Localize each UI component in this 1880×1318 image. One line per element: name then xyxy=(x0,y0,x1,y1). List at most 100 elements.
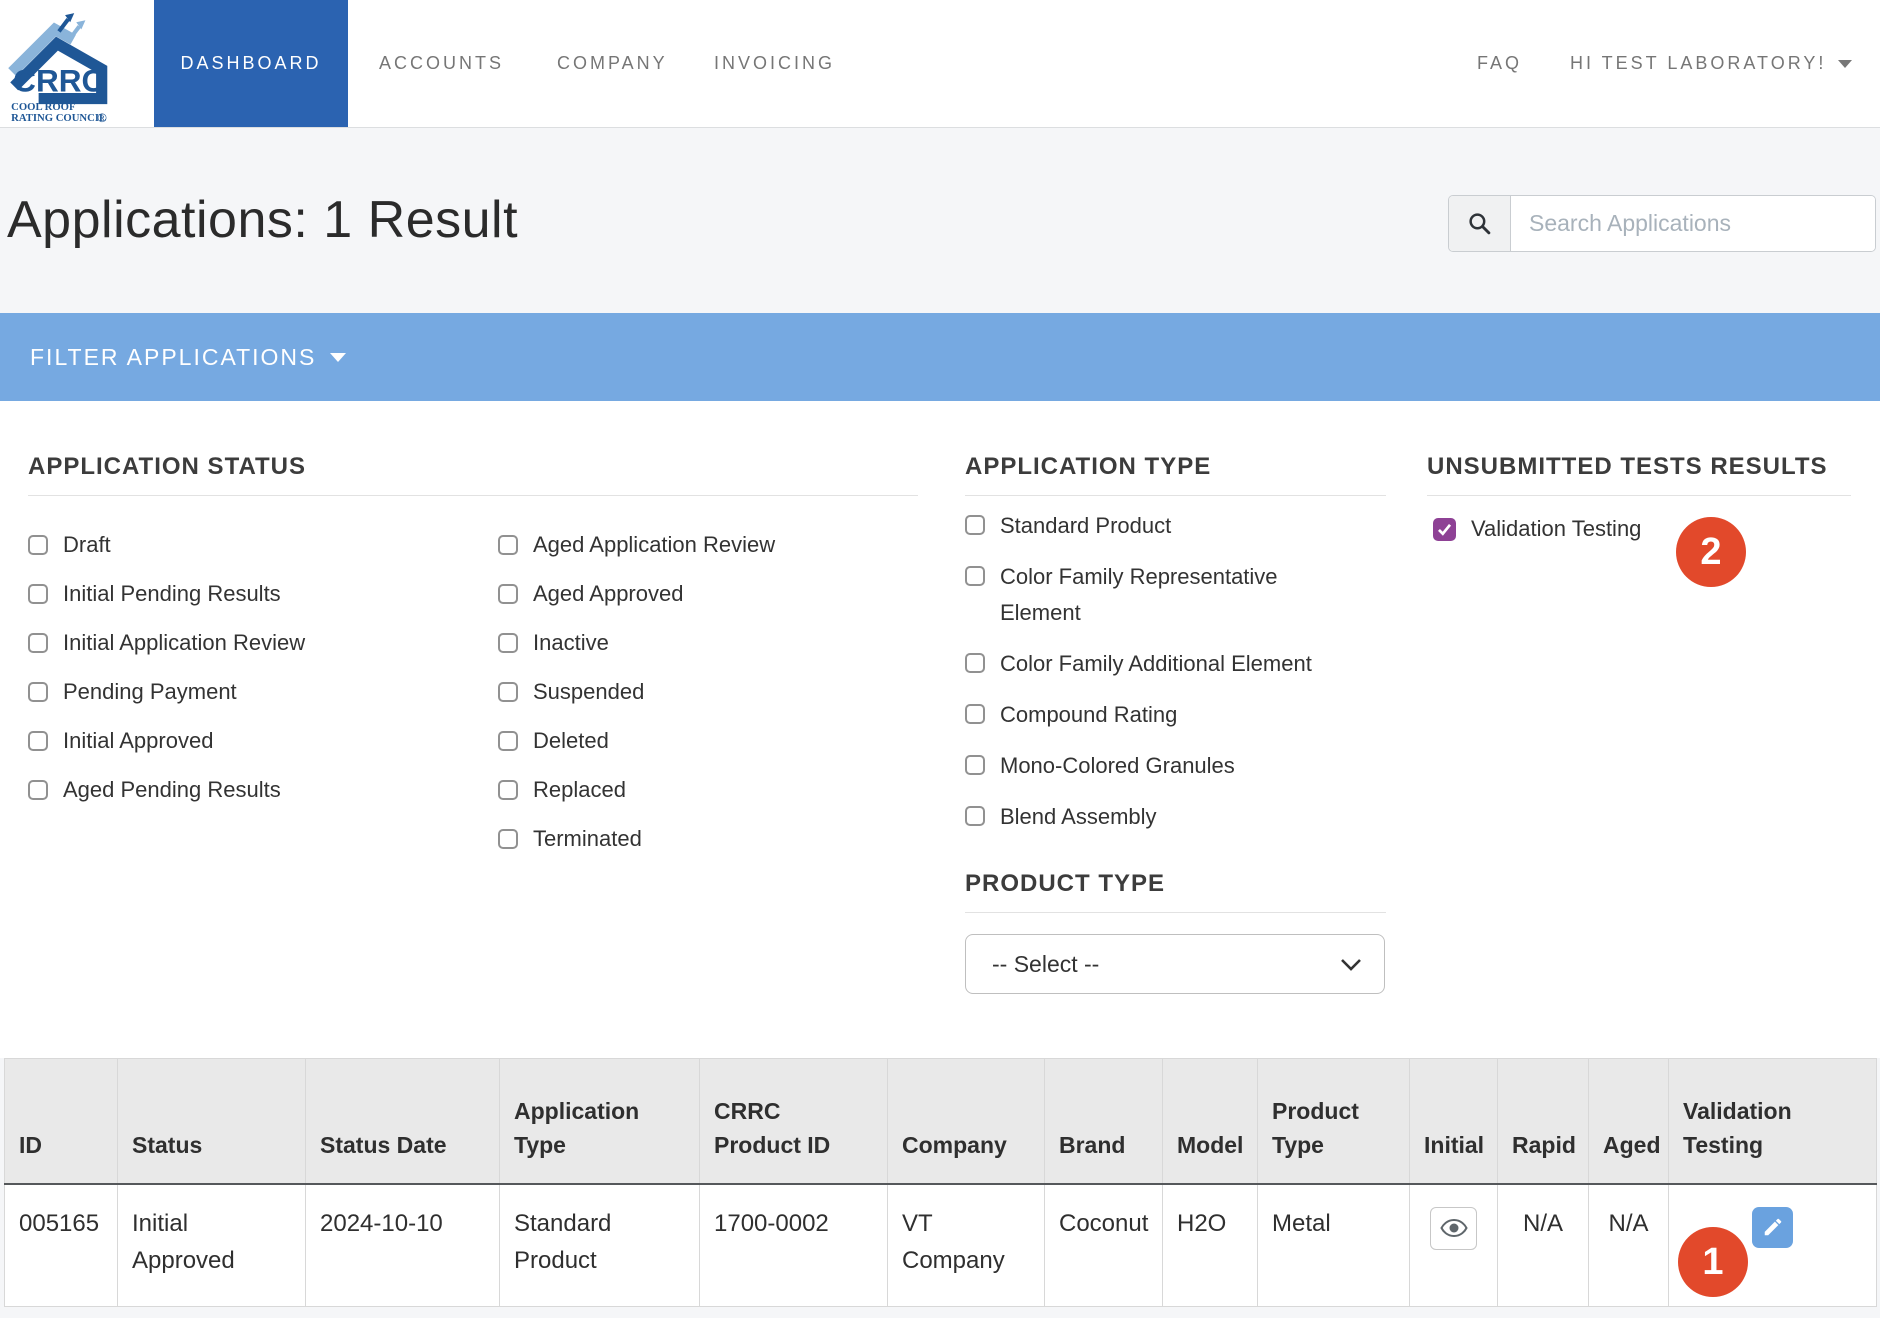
filter-option-compound-rating[interactable]: Compound Rating xyxy=(965,697,1375,733)
cell-company: VT Company xyxy=(888,1184,1045,1307)
filter-option-aged-approved[interactable]: Aged Approved xyxy=(498,569,775,618)
filter-option-replaced[interactable]: Replaced xyxy=(498,765,775,814)
checkbox-unchecked[interactable] xyxy=(28,633,48,653)
cell-crrc-product-id: 1700-0002 xyxy=(700,1184,888,1307)
checkbox-checked[interactable] xyxy=(1433,518,1456,541)
search-icon xyxy=(1467,211,1492,236)
applications-table: ID Status Status Date Application Type C… xyxy=(4,1058,1877,1307)
filter-option-draft[interactable]: Draft xyxy=(28,520,305,569)
chevron-down-icon xyxy=(1340,958,1362,971)
checkbox-unchecked[interactable] xyxy=(498,535,518,555)
filter-option-pending-payment[interactable]: Pending Payment xyxy=(28,667,305,716)
checkbox-unchecked[interactable] xyxy=(498,780,518,800)
checkbox-unchecked[interactable] xyxy=(965,653,985,673)
filter-option-initial-approved[interactable]: Initial Approved xyxy=(28,716,305,765)
checkbox-unchecked[interactable] xyxy=(965,806,985,826)
column-header-brand: Brand xyxy=(1045,1059,1163,1184)
column-header-model: Model xyxy=(1163,1059,1258,1184)
application-status-column-2: Aged Application Review Aged Approved In… xyxy=(498,520,775,863)
filter-option-inactive[interactable]: Inactive xyxy=(498,618,775,667)
nav-tab-dashboard[interactable]: DASHBOARD xyxy=(154,0,348,127)
filter-option-label: Inactive xyxy=(533,630,609,656)
filter-option-color-family-additional[interactable]: Color Family Additional Element xyxy=(965,646,1375,682)
checkbox-unchecked[interactable] xyxy=(28,731,48,751)
checkbox-unchecked[interactable] xyxy=(498,584,518,604)
filter-option-aged-application-review[interactable]: Aged Application Review xyxy=(498,520,775,569)
filter-option-deleted[interactable]: Deleted xyxy=(498,716,775,765)
registered-mark: ® xyxy=(98,111,107,123)
edit-validation-testing-button[interactable] xyxy=(1752,1207,1793,1248)
nav-tab-invoicing[interactable]: INVOICING xyxy=(714,0,835,127)
crrc-logo-graphic: CRRC COOL ROOF RATING COUNCIL ® xyxy=(8,5,114,123)
filter-option-label: Mono-Colored Granules xyxy=(1000,748,1235,784)
filter-option-suspended[interactable]: Suspended xyxy=(498,667,775,716)
cell-product-type: Metal xyxy=(1258,1184,1410,1307)
column-header-initial: Initial xyxy=(1410,1059,1498,1184)
checkbox-unchecked[interactable] xyxy=(965,704,985,724)
user-menu[interactable]: HI TEST LABORATORY! xyxy=(1570,0,1852,127)
application-type-options: Standard Product Color Family Representa… xyxy=(965,508,1375,850)
checkbox-unchecked[interactable] xyxy=(498,633,518,653)
search-button[interactable] xyxy=(1449,196,1511,251)
checkbox-unchecked[interactable] xyxy=(498,829,518,849)
column-header-rapid: Rapid xyxy=(1498,1059,1589,1184)
cell-id: 005165 xyxy=(5,1184,118,1307)
filter-applications-toggle[interactable]: FILTER APPLICATIONS xyxy=(0,313,1880,401)
checkbox-unchecked[interactable] xyxy=(28,535,48,555)
filter-option-label: Blend Assembly xyxy=(1000,799,1157,835)
checkbox-unchecked[interactable] xyxy=(498,731,518,751)
cell-aged: N/A xyxy=(1589,1184,1669,1307)
filter-bar-label: FILTER APPLICATIONS xyxy=(30,344,316,371)
column-header-product-type: Product Type xyxy=(1258,1059,1410,1184)
annotation-badge-number: 2 xyxy=(1700,531,1721,574)
filter-option-blend-assembly[interactable]: Blend Assembly xyxy=(965,799,1375,835)
product-type-heading: PRODUCT TYPE xyxy=(965,870,1386,913)
column-header-company: Company xyxy=(888,1059,1045,1184)
filter-option-validation-testing[interactable]: Validation Testing xyxy=(1433,516,1641,542)
checkbox-unchecked[interactable] xyxy=(28,780,48,800)
filter-option-color-family-representative[interactable]: Color Family Representative Element xyxy=(965,559,1375,631)
filter-option-label: Initial Approved xyxy=(63,728,213,754)
filter-option-label: Aged Pending Results xyxy=(63,777,281,803)
table-row: 005165 Initial Approved 2024-10-10 Stand… xyxy=(5,1184,1877,1307)
cell-status: Initial Approved xyxy=(118,1184,306,1307)
filter-option-initial-application-review[interactable]: Initial Application Review xyxy=(28,618,305,667)
column-header-aged: Aged xyxy=(1589,1059,1669,1184)
filter-option-standard-product[interactable]: Standard Product xyxy=(965,508,1375,544)
filter-option-label: Color Family Representative Element xyxy=(1000,559,1345,631)
column-header-crrc-product-id: CRRC Product ID xyxy=(700,1059,888,1184)
checkbox-unchecked[interactable] xyxy=(498,682,518,702)
filter-option-aged-pending-results[interactable]: Aged Pending Results xyxy=(28,765,305,814)
caret-down-icon xyxy=(330,353,346,362)
application-status-heading: APPLICATION STATUS xyxy=(28,453,918,496)
filter-option-initial-pending-results[interactable]: Initial Pending Results xyxy=(28,569,305,618)
nav-tab-company[interactable]: COMPANY xyxy=(557,0,668,127)
user-menu-label: HI TEST LABORATORY! xyxy=(1570,53,1826,73)
nav-link-faq[interactable]: FAQ xyxy=(1477,0,1522,127)
product-type-select[interactable]: -- Select -- xyxy=(965,934,1385,994)
filter-option-terminated[interactable]: Terminated xyxy=(498,814,775,863)
filter-option-label: Aged Application Review xyxy=(533,532,775,558)
search-input[interactable] xyxy=(1511,196,1875,251)
filter-option-label: Standard Product xyxy=(1000,508,1171,544)
view-initial-results-button[interactable] xyxy=(1430,1207,1477,1250)
product-type-selected-value: -- Select -- xyxy=(992,951,1099,978)
page: CRRC COOL ROOF RATING COUNCIL ® DASHBOAR… xyxy=(0,0,1880,1318)
column-header-validation-testing: Validation Testing xyxy=(1669,1059,1877,1184)
filter-option-mono-colored-granules[interactable]: Mono-Colored Granules xyxy=(965,748,1375,784)
filter-option-label: Initial Application Review xyxy=(63,630,305,656)
cell-rapid: N/A xyxy=(1498,1184,1589,1307)
page-title: Applications: 1 Result xyxy=(7,190,518,250)
checkbox-unchecked[interactable] xyxy=(28,584,48,604)
checkbox-unchecked[interactable] xyxy=(965,566,985,586)
cell-brand: Coconut xyxy=(1045,1184,1163,1307)
table-header-row: ID Status Status Date Application Type C… xyxy=(5,1059,1877,1184)
checkbox-unchecked[interactable] xyxy=(28,682,48,702)
nav-tab-accounts[interactable]: ACCOUNTS xyxy=(379,0,504,127)
crrc-logo[interactable]: CRRC COOL ROOF RATING COUNCIL ® xyxy=(8,5,114,123)
filter-option-label: Color Family Additional Element xyxy=(1000,646,1312,682)
checkbox-unchecked[interactable] xyxy=(965,755,985,775)
logo-crrc-text: CRRC xyxy=(13,62,104,98)
column-header-application-type: Application Type xyxy=(500,1059,700,1184)
checkbox-unchecked[interactable] xyxy=(965,515,985,535)
